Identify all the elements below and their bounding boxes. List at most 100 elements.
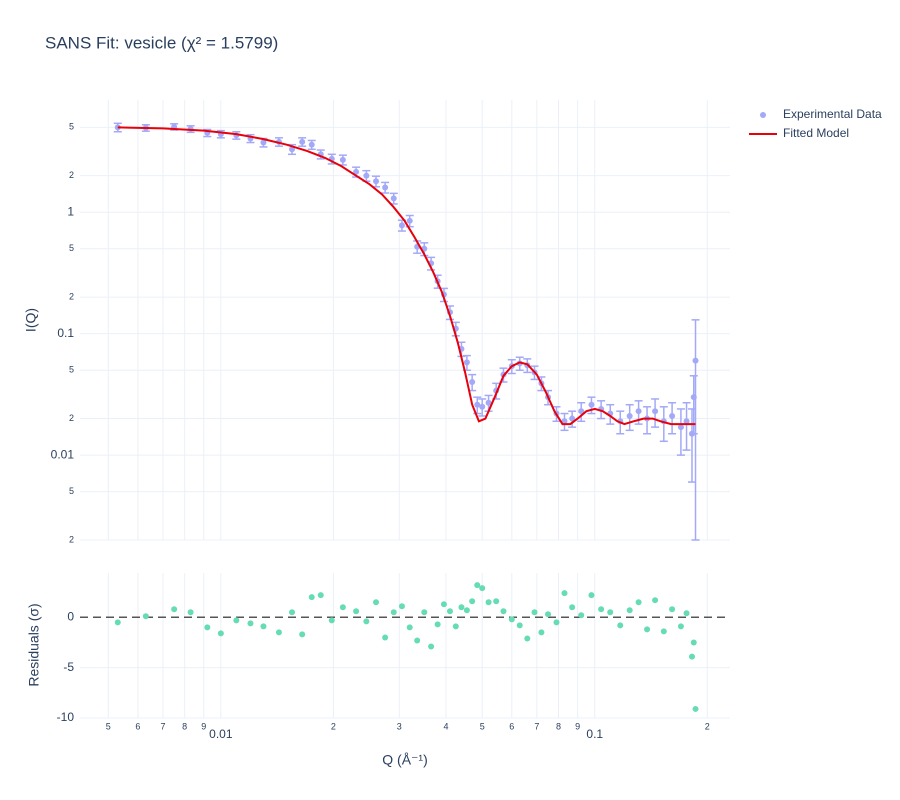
y-tick-label: 5 <box>69 122 74 132</box>
data-point <box>538 629 545 636</box>
data-point <box>114 619 121 626</box>
data-point <box>217 630 224 637</box>
data-point <box>187 609 194 616</box>
data-point <box>398 222 405 229</box>
data-point <box>474 582 481 589</box>
data-point <box>390 609 397 616</box>
y-tick-label: 5 <box>69 243 74 253</box>
data-point <box>545 611 552 618</box>
data-point <box>607 609 614 616</box>
legend-swatch <box>760 112 766 118</box>
y-axis-title: I(Q) <box>23 308 39 332</box>
data-point <box>458 604 465 611</box>
x-tick-label: 4 <box>443 721 448 731</box>
y-axis-title: Residuals (σ) <box>26 603 42 686</box>
data-point <box>233 617 240 624</box>
data-point <box>142 613 149 620</box>
data-point <box>578 612 585 619</box>
y-tick-label: -10 <box>57 710 75 724</box>
data-point <box>652 408 659 415</box>
y-tick-label: 0.1 <box>57 326 74 340</box>
data-point <box>677 623 684 630</box>
data-point <box>692 357 699 364</box>
data-point <box>493 598 500 605</box>
data-point <box>421 609 428 616</box>
y-tick-label: 2 <box>69 534 74 544</box>
data-point <box>308 594 315 601</box>
error-bar <box>691 319 700 541</box>
fit-line <box>117 126 696 426</box>
y-tick-label: 2 <box>69 170 74 180</box>
data-point <box>406 624 413 631</box>
data-point <box>652 597 659 604</box>
y-tick-label: -5 <box>63 660 74 674</box>
data-point <box>299 138 306 145</box>
x-tick-label: 7 <box>534 721 539 731</box>
error-bar <box>687 408 696 483</box>
data-point <box>479 585 486 592</box>
data-point <box>626 412 633 419</box>
data-point <box>578 408 585 415</box>
x-tick-label: 0.1 <box>586 727 603 741</box>
data-point <box>406 217 413 224</box>
data-point <box>204 624 211 631</box>
data-point <box>339 604 346 611</box>
data-point <box>569 604 576 611</box>
data-point <box>353 168 360 175</box>
series <box>117 126 696 426</box>
data-point <box>598 606 605 613</box>
data-point <box>669 606 676 613</box>
data-point <box>516 622 523 629</box>
data-point <box>626 607 633 614</box>
data-point <box>588 592 595 599</box>
series <box>113 122 700 541</box>
x-tick-label: 5 <box>480 721 485 731</box>
y-tick-label: 2 <box>69 413 74 423</box>
y-tick-label: 0.01 <box>51 447 75 461</box>
data-point <box>531 609 538 616</box>
x-tick-label: 5 <box>106 721 111 731</box>
data-point <box>452 623 459 630</box>
y-tick-label: 5 <box>69 365 74 375</box>
x-tick-label: 9 <box>575 721 580 731</box>
data-point <box>635 599 642 606</box>
y-tick-label: 1 <box>67 204 74 218</box>
data-point <box>440 601 447 608</box>
data-point <box>171 606 178 613</box>
data-point <box>479 403 486 410</box>
data-point <box>669 412 676 419</box>
data-point <box>474 401 481 408</box>
data-point <box>683 610 690 617</box>
data-point <box>677 424 684 431</box>
data-point <box>353 608 360 615</box>
x-tick-label: 6 <box>509 721 514 731</box>
data-point <box>299 631 306 638</box>
data-point <box>660 628 667 635</box>
data-point <box>428 643 435 650</box>
data-point <box>508 616 515 623</box>
x-tick-label: 8 <box>556 721 561 731</box>
data-point <box>247 620 254 627</box>
data-point <box>569 415 576 422</box>
data-point <box>561 418 568 425</box>
data-point <box>463 607 470 614</box>
legend-label: Experimental Data <box>783 107 882 121</box>
x-tick-label: 0.01 <box>209 727 233 741</box>
data-point <box>463 359 470 366</box>
y-tick-label: 0 <box>67 609 74 623</box>
data-point <box>260 623 267 630</box>
error-bar <box>676 408 685 456</box>
data-point <box>382 184 389 191</box>
y-tick-label: 5 <box>69 486 74 496</box>
data-point <box>644 626 651 633</box>
x-tick-label: 3 <box>397 721 402 731</box>
data-point <box>469 379 476 386</box>
x-tick-label: 6 <box>135 721 140 731</box>
data-point <box>289 609 296 616</box>
data-point <box>339 156 346 163</box>
data-point <box>553 619 560 626</box>
data-point <box>446 608 453 615</box>
x-tick-label: 8 <box>182 721 187 731</box>
legend-label: Fitted Model <box>783 126 849 140</box>
data-point <box>588 401 595 408</box>
